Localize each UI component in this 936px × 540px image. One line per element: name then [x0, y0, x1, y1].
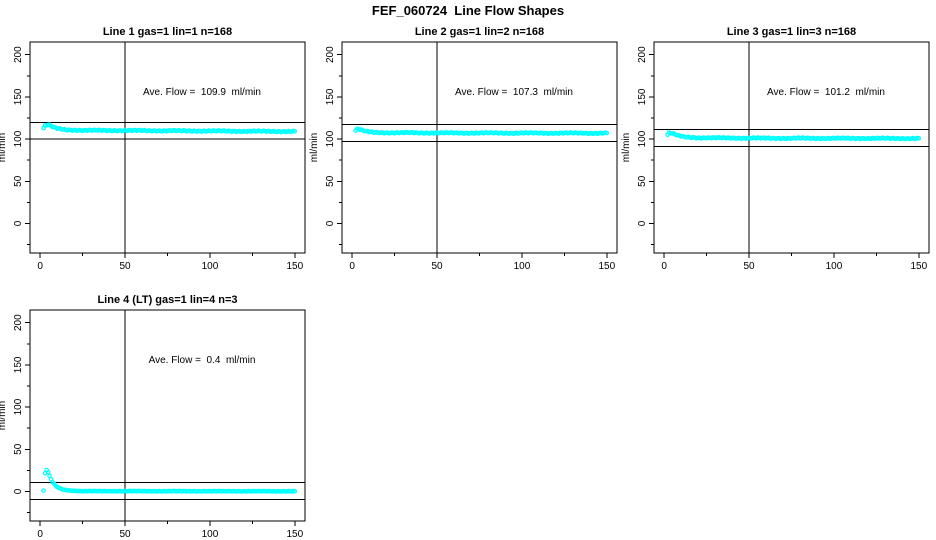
- x-tick-label: 100: [514, 261, 531, 272]
- y-tick-label: 200: [637, 46, 648, 63]
- y-tick-label: 200: [13, 314, 24, 331]
- y-tick-label: 50: [325, 175, 336, 187]
- x-tick-label: 0: [37, 261, 43, 272]
- panel-4: 0 50 100 150 0 50 100 150 200 ml/min Line 4 (LT) g…: [0, 294, 306, 540]
- x-tick-label: 0: [661, 261, 667, 272]
- data-point: [916, 136, 922, 141]
- y-tick-label: 150: [637, 88, 648, 105]
- avg-flow-annotation: Ave. Flow = 107.3 ml/min: [455, 87, 573, 98]
- y-axis-label: ml/min: [309, 133, 320, 162]
- plot-frame: [341, 41, 618, 254]
- panel-2: 0 50 100 150 0 50 100 150 200 ml/min Line 2 gas=1 …: [309, 26, 618, 272]
- y-axis-label: ml/min: [0, 133, 8, 162]
- y-tick-label: 50: [637, 175, 648, 187]
- x-tick-label: 50: [431, 261, 443, 272]
- panel-title: Line 2 gas=1 lin=2 n=168: [415, 26, 544, 38]
- panel-title: Line 4 (LT) gas=1 lin=4 n=3: [97, 294, 237, 306]
- y-tick-label: 150: [13, 356, 24, 373]
- y-tick-label: 100: [637, 130, 648, 147]
- avg-flow-annotation: Ave. Flow = 101.2 ml/min: [767, 87, 885, 98]
- x-tick-label: 100: [826, 261, 843, 272]
- data-point: [47, 473, 52, 479]
- y-tick-label: 0: [13, 220, 24, 226]
- x-tick-label: 150: [910, 261, 927, 272]
- data-point: [45, 469, 51, 475]
- y-tick-label: 0: [637, 220, 648, 226]
- y-tick-label: 100: [13, 130, 24, 147]
- y-tick-label: 200: [325, 46, 336, 63]
- plot-frame: [29, 41, 306, 254]
- data-series: [353, 126, 610, 137]
- y-tick-label: 0: [13, 488, 24, 494]
- x-tick-label: 150: [286, 261, 303, 272]
- data-point: [292, 488, 298, 494]
- y-tick-label: 0: [325, 220, 336, 226]
- x-tick-label: 50: [743, 261, 755, 272]
- panel-3: 0 50 100 150 0 50 100 150 200 ml/min Line 3 gas=1 …: [621, 26, 930, 272]
- y-tick-label: 100: [325, 130, 336, 147]
- panel-title: Line 1 gas=1 lin=1 n=168: [103, 26, 232, 38]
- y-tick-label: 50: [13, 175, 24, 187]
- x-tick-label: 150: [598, 261, 615, 272]
- y-tick-label: 150: [13, 88, 24, 105]
- data-point: [41, 488, 46, 493]
- panel-1: 0 50 100 150 0 50 100 150 200 ml/min Line 1 gas=1 …: [0, 26, 306, 272]
- x-tick-label: 0: [37, 529, 43, 540]
- y-tick-label: 100: [13, 398, 24, 415]
- y-tick-label: 200: [13, 46, 24, 63]
- x-tick-label: 50: [119, 261, 131, 272]
- data-series: [665, 130, 922, 142]
- data-series: [41, 122, 298, 135]
- y-tick-label: 150: [325, 88, 336, 105]
- main-title: FEF_060724 Line Flow Shapes: [371, 3, 565, 18]
- x-tick-label: 100: [202, 261, 219, 272]
- y-axis-label: ml/min: [621, 133, 632, 162]
- y-tick-label: 50: [13, 443, 24, 455]
- data-series: [41, 467, 298, 494]
- x-tick-label: 0: [349, 261, 355, 272]
- panel-title: Line 3 gas=1 lin=3 n=168: [727, 26, 856, 38]
- y-axis-label: ml/min: [0, 401, 8, 430]
- plot-frame: [653, 41, 930, 254]
- data-point: [292, 129, 298, 134]
- avg-flow-annotation: Ave. Flow = 0.4 ml/min: [149, 355, 256, 366]
- x-tick-label: 100: [202, 529, 219, 540]
- x-tick-label: 50: [119, 529, 131, 540]
- x-tick-label: 150: [286, 529, 303, 540]
- data-point: [604, 130, 610, 136]
- avg-flow-annotation: Ave. Flow = 109.9 ml/min: [143, 87, 261, 98]
